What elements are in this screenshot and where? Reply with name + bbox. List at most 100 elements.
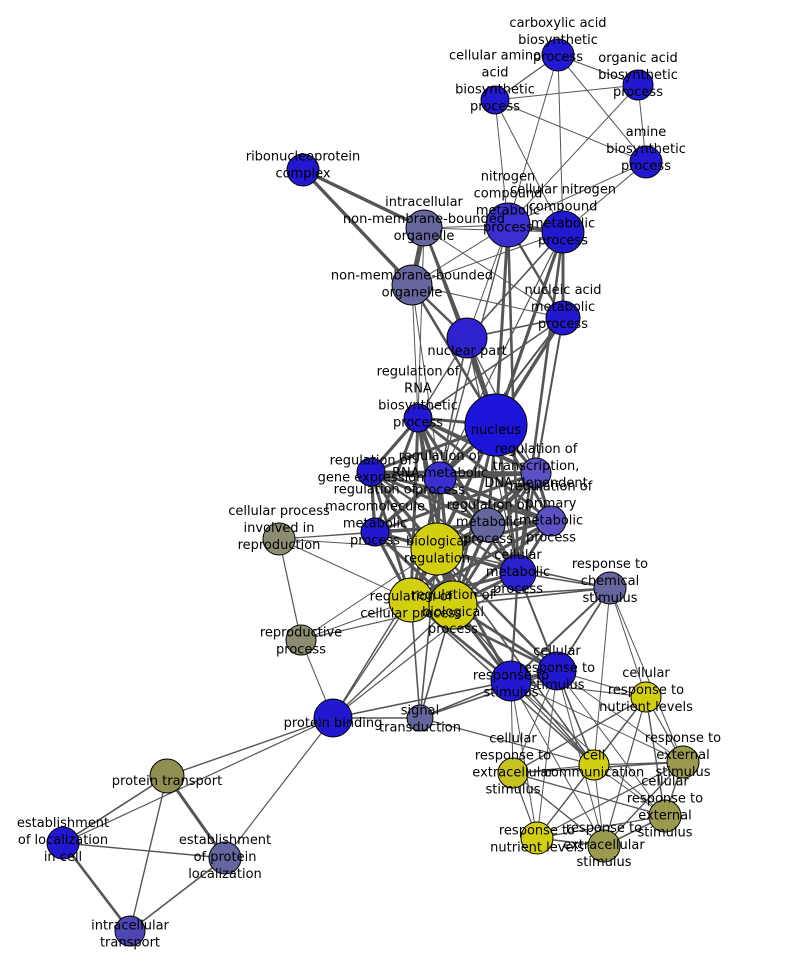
graph-edge [332, 604, 454, 719]
graph-edge [510, 587, 611, 682]
graph-node-cellular-response-to-nutrient-levels[interactable] [630, 681, 662, 713]
graph-edge [494, 99, 647, 163]
graph-edge [645, 696, 666, 817]
graph-node-ribonucleoprotein-complex[interactable] [286, 153, 320, 187]
graph-edge [332, 572, 519, 719]
graph-edge [536, 815, 666, 839]
graph-edge [278, 538, 302, 641]
graph-node-protein-binding[interactable] [313, 698, 353, 738]
graph-node-cellular-nitrogen-compound-metabolic-process[interactable] [541, 210, 585, 254]
graph-node-regulation-of-biological-process[interactable] [428, 580, 478, 630]
node-label-signal-transduction: signal transduction [379, 703, 461, 735]
node-label-nucleus: nucleus [471, 423, 521, 438]
graph-node-protein-transport[interactable] [149, 758, 185, 794]
graph-node-amine-biosynthetic-process[interactable] [629, 145, 663, 179]
graph-edge [423, 227, 564, 319]
graph-edge [510, 680, 538, 839]
graph-edge [416, 416, 553, 523]
graph-edge [166, 717, 334, 777]
graph-node-response-to-stimulus[interactable] [490, 660, 532, 702]
graph-edge [332, 680, 512, 719]
graph-edge [516, 230, 565, 575]
graph-node-carboxylic-acid-biosynthetic-process[interactable] [541, 38, 575, 72]
graph-edge [512, 696, 647, 774]
node-label-ribonucleoprotein-complex: ribonucleoprotein complex [246, 149, 361, 181]
graph-node-response-to-extracellular-stimulus[interactable] [587, 829, 621, 863]
graph-node-cellular-amino-acid-biosynthetic-process[interactable] [480, 85, 510, 115]
graph-edge [369, 470, 553, 523]
graph-node-cellular-response-to-extracellular-stimulus[interactable] [497, 757, 529, 789]
graph-edge [536, 761, 684, 839]
node-label-establishment-of-protein-localization: establishment of protein localization [179, 833, 271, 882]
graph-edge [332, 599, 412, 719]
node-label-cellular-amino-acid-biosynthetic-process: cellular amino acid biosynthetic process [449, 48, 541, 114]
graph-edge [557, 54, 564, 233]
graph-edge [439, 337, 468, 479]
graph-node-cell-communication[interactable] [578, 749, 610, 781]
graph-edge [278, 538, 412, 601]
graph-edge [510, 680, 605, 847]
node-label-biological-regulation: biological regulation [404, 534, 470, 566]
node-label-amine-biosynthetic-process: amine biosynthetic process [606, 125, 686, 174]
graph-node-response-to-chemical-stimulus[interactable] [593, 571, 627, 605]
graph-node-regulation-of-macromolecule-metabolic-process[interactable] [360, 517, 390, 547]
node-label-protein-binding: protein binding [284, 716, 383, 731]
graph-node-organic-acid-biosynthetic-process[interactable] [622, 69, 654, 101]
graph-edge [300, 548, 438, 641]
graph-node-cellular-response-to-stimulus[interactable] [537, 651, 577, 691]
graph-edge [593, 587, 611, 766]
node-label-organic-acid-biosynthetic-process: organic acid biosynthetic process [598, 51, 678, 100]
node-label-cellular-process-involved-in-reproduction: cellular process involved in reproduction [228, 504, 330, 553]
graph-edge [224, 717, 334, 859]
graph-node-nuclear-part[interactable] [446, 317, 488, 359]
graph-node-response-to-nutrient-levels[interactable] [520, 821, 554, 855]
graph-node-regulation-of-transcription-dna-dependent[interactable] [520, 457, 552, 489]
graph-node-nucleus[interactable] [464, 393, 528, 457]
graph-node-establishment-of-protein-localization[interactable] [208, 841, 242, 875]
graph-edge [603, 761, 684, 847]
graph-node-regulation-of-rna-metabolic-process[interactable] [423, 461, 457, 495]
node-label-regulation-of-primary-metabolic-process: regulation of primary metabolic process [510, 479, 593, 545]
graph-node-cellular-metabolic-process[interactable] [499, 554, 537, 592]
graph-node-biological-regulation[interactable] [410, 522, 464, 576]
graph-node-regulation-of-rna-biosynthetic-process[interactable] [403, 403, 433, 433]
graph-edge [129, 857, 226, 932]
graph-edge [332, 548, 438, 719]
graph-edge [419, 670, 558, 719]
node-label-establishment-of-localization-in-cell: establishment of localization in cell [17, 816, 109, 865]
graph-edge [507, 84, 639, 226]
graph-node-reproductive-process[interactable] [285, 624, 317, 656]
graph-edge [409, 416, 420, 602]
graph-edge [510, 680, 647, 698]
node-label-regulation-of-macromolecule-metabolic-process: regulation of macromolecule metabolic proce… [325, 482, 425, 548]
graph-edge [609, 587, 647, 698]
node-label-cellular-response-to-nutrient-levels: cellular response to nutrient levels [599, 666, 693, 715]
node-label-regulation-of-cellular-process: regulation of cellular process [360, 589, 462, 621]
graph-node-non-membrane-bounded-organelle[interactable] [391, 264, 433, 306]
node-label-cellular-response-to-extracellular-stimulus: cellular response to extracellular stimulus [472, 731, 554, 797]
graph-node-cellular-response-to-external-stimulus[interactable] [648, 799, 682, 833]
graph-node-response-to-external-stimulus[interactable] [666, 745, 700, 779]
node-label-response-to-extracellular-stimulus: response to extracellular stimulus [563, 821, 645, 870]
graph-node-establishment-of-localization-in-cell[interactable] [46, 826, 80, 860]
graph-node-regulation-of-metabolic-process[interactable] [470, 507, 506, 543]
graph-node-intracellular-transport[interactable] [114, 915, 146, 947]
graph-edge [435, 547, 559, 673]
graph-node-nitrogen-compound-metabolic-process[interactable] [485, 202, 531, 248]
node-label-cellular-response-to-external-stimulus: cellular response to external stimulus [627, 774, 703, 840]
graph-node-regulation-of-gene-expression[interactable] [356, 457, 386, 487]
graph-node-intracellular-non-membrane-bounded-organelle[interactable] [405, 209, 443, 247]
graph-edge [411, 284, 564, 319]
graph-node-signal-transduction[interactable] [406, 704, 434, 732]
graph-edge [62, 842, 226, 859]
node-layer[interactable] [46, 38, 700, 947]
node-label-regulation-of-rna-biosynthetic-process: regulation of RNA biosynthetic process [377, 364, 460, 430]
graph-node-cellular-process-involved-in-reproduction[interactable] [262, 522, 296, 556]
graph-node-regulation-of-primary-metabolic-process[interactable] [535, 505, 567, 537]
node-label-protein-transport: protein transport [112, 774, 222, 789]
graph-node-nucleic-acid-metabolic-process[interactable] [545, 300, 581, 336]
graph-edge [411, 284, 419, 419]
graph-edge [416, 416, 455, 607]
